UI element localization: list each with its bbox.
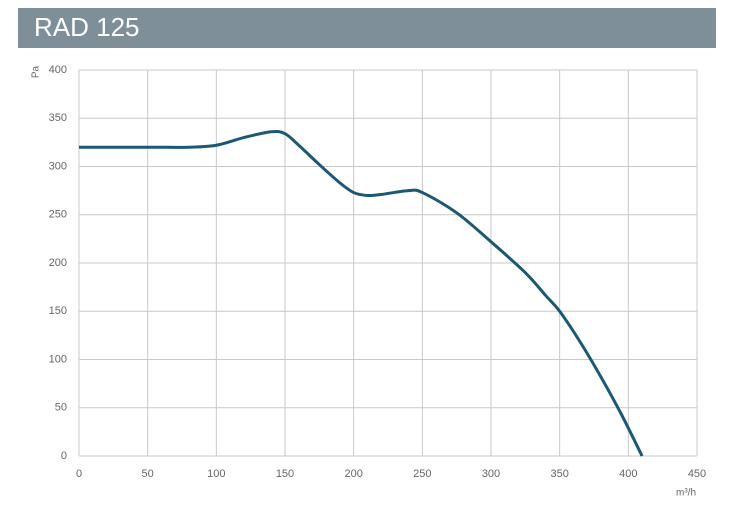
y-tick-label: 400 [49, 64, 67, 76]
x-tick-label: 50 [142, 468, 154, 480]
x-tick-label: 350 [550, 468, 568, 480]
chart-title: RAD 125 [34, 12, 140, 42]
x-tick-label: 100 [207, 468, 225, 480]
y-tick-label: 200 [49, 257, 67, 269]
x-tick-label: 250 [413, 468, 431, 480]
x-tick-label: 450 [688, 468, 706, 480]
y-tick-label: 50 [55, 402, 67, 414]
y-tick-label: 0 [61, 450, 67, 462]
x-tick-label: 150 [276, 468, 294, 480]
y-tick-label: 350 [49, 112, 67, 124]
y-tick-label: 300 [49, 160, 67, 172]
curve [78, 129, 644, 457]
x-tick-label: 300 [482, 468, 500, 480]
x-tick-label: 200 [344, 468, 362, 480]
header-bar [18, 8, 716, 48]
y-tick-label: 250 [49, 209, 67, 221]
y-tick-label: 150 [49, 305, 67, 317]
x-tick-label: 0 [76, 468, 82, 480]
y-tick-label: 100 [49, 353, 67, 365]
x-tick-label: 400 [619, 468, 637, 480]
x-axis-label: m³/h [676, 488, 696, 499]
y-axis-label: Pa [31, 65, 42, 78]
